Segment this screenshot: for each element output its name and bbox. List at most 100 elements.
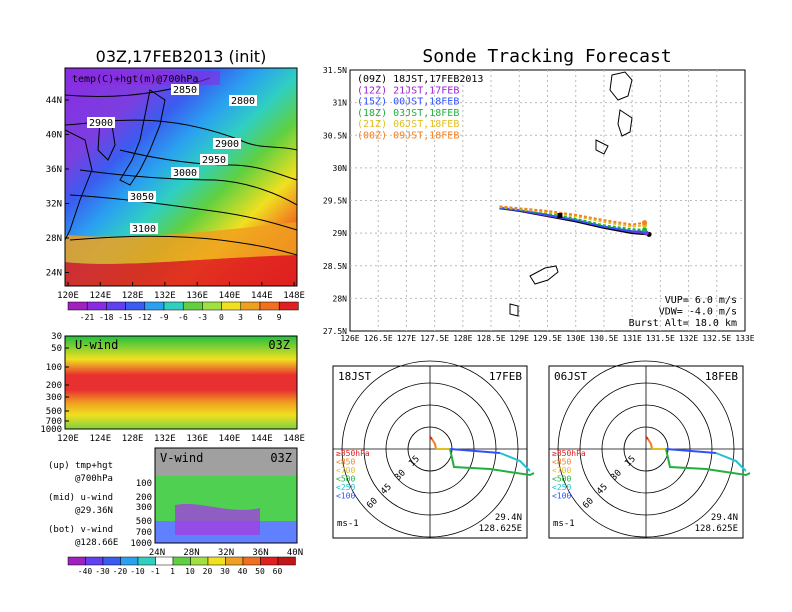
- temp-colorbar-label: 9: [277, 313, 282, 322]
- left-lon-ticks: 120E 124E 128E 132E 136E 140E 144E 148E: [57, 282, 305, 301]
- vwind-pressure-label: 500: [136, 517, 152, 527]
- wind-colorbar-cell: [190, 556, 209, 566]
- pressure-tick-label: 1000: [40, 425, 62, 435]
- lon-tick-label: 140E: [219, 291, 241, 301]
- hodo-level-label: ≥850hPa: [336, 449, 370, 458]
- wind-colorbar-label: 40: [238, 567, 248, 576]
- wind-colorbar-cell: [102, 556, 121, 566]
- track-lon-label: 131E: [623, 334, 642, 343]
- height-contour-3050: [69, 194, 297, 231]
- hodo-lat: 29.4N: [495, 513, 522, 523]
- hodo-level-label: ≥850hPa: [552, 449, 586, 458]
- wind-colorbar-label: 20: [203, 567, 213, 576]
- temp-colorbar-cell: [278, 301, 299, 311]
- pressure-tick-label: 50: [51, 344, 62, 354]
- hodo-level-label: <500: [552, 475, 571, 484]
- track-lon-label: 126E: [340, 334, 359, 343]
- track-line: [499, 206, 645, 228]
- hodo-level-label: <100: [336, 492, 355, 501]
- hodo-date: 18FEB: [705, 370, 738, 383]
- track-lon-label: 132E: [679, 334, 698, 343]
- temp-colorbar-cell: [182, 301, 203, 311]
- contour-label: 2900: [215, 139, 239, 150]
- island-tanegashima: [595, 139, 609, 155]
- island-kyushu-south: [617, 109, 633, 137]
- legend-entry: (18Z) 03JST,18FEB: [357, 108, 459, 119]
- track-line: [499, 206, 645, 231]
- track-lon-ticks: 126E 126.5E 127E 127.5E 128E 128.5E 129E 129.5E…: [340, 334, 754, 343]
- temp-colorbar-label: -6: [178, 313, 188, 322]
- contour-label: 2900: [89, 118, 113, 129]
- lon-tick-label: 132E: [154, 291, 176, 301]
- note-line2: @29.36N: [75, 506, 113, 516]
- vwind-purple-patch: [175, 503, 260, 535]
- track-lat-ticks: 31.5N 31N 30.5N 30N 29.5N 29N 28.5N 28N 27.5N: [323, 66, 347, 336]
- wind-colorbar-label: 30: [220, 567, 230, 576]
- temp-colorbar-cell: [221, 301, 242, 311]
- hodo-level-label: <250: [552, 483, 571, 492]
- contour-label: 3000: [173, 168, 197, 179]
- hodo-lon: 128.625E: [695, 524, 738, 534]
- wind-colorbar-cell: [67, 556, 86, 566]
- temp-colorbar-label: 3: [238, 313, 243, 322]
- temp-colorbar-label: -9: [159, 313, 169, 322]
- lat-tick-label: 36N: [46, 165, 62, 175]
- wind-colorbar-cell: [242, 556, 261, 566]
- map-label: temp(C)+hgt(m)@700hPa: [72, 74, 198, 85]
- wind-colorbar-label: -20: [113, 567, 128, 576]
- island-amami: [529, 265, 559, 285]
- height-contour-2950: [119, 149, 297, 181]
- pressure-tick-label: 100: [46, 363, 62, 373]
- hodo-level-label: <500: [336, 475, 355, 484]
- wind-colorbar-label: -10: [130, 567, 145, 576]
- note-line2: @700hPa: [75, 474, 113, 484]
- vwind-time: 03Z: [270, 451, 292, 465]
- wind-colorbar-cell: [260, 556, 279, 566]
- hodo-trace: [665, 448, 751, 477]
- lon-tick-label: 148E: [283, 291, 305, 301]
- vwind-frame: [154, 447, 298, 544]
- vwind-pressure-label: 700: [136, 528, 152, 538]
- track-param: VDW= -4.0 m/s: [659, 307, 737, 318]
- hodo-unit: ms-1: [337, 519, 359, 529]
- contour-label-group: 2850 2800 2900 2900 2950 3000 3050 3100: [87, 84, 257, 235]
- right-title: Sonde Tracking Forecast: [422, 46, 671, 67]
- lat-tick-label: 24N: [46, 269, 62, 279]
- track-panel: Sonde Tracking Forecast (09Z) 18JST,17FE…: [323, 46, 755, 343]
- vwind-lat-label: 32N: [218, 548, 234, 558]
- temp-colorbar-label: -3: [197, 313, 207, 322]
- yellow-band: [65, 222, 297, 264]
- contour-label-bg: [200, 154, 228, 165]
- contour-label-bg: [171, 167, 199, 178]
- track-line: [499, 205, 645, 226]
- temp-colorbar-cell: [86, 301, 107, 311]
- uwind-time: 03Z: [268, 338, 290, 352]
- vwind-pressure-label: 1000: [130, 539, 152, 549]
- track-lon-label: 130E: [566, 334, 585, 343]
- vwind-field-top: [155, 448, 297, 476]
- vwind-lat-label: 40N: [287, 548, 303, 558]
- contour-label: 2850: [173, 85, 197, 96]
- hodo-ring: [579, 382, 713, 516]
- hodo-ring: [601, 404, 691, 494]
- vwind-title: V-wind: [160, 451, 203, 465]
- vwind-pressure-label: 100: [136, 479, 152, 489]
- legend-entry: (21Z) 06JST,18FEB: [357, 119, 459, 130]
- vwind-pressure-label: 200: [136, 493, 152, 503]
- left-lat-ticks: 44N 40N 36N 32N 28N 24N: [46, 96, 69, 279]
- temp-colorbar-label: -15: [118, 313, 133, 322]
- track-lon-label: 128.5E: [477, 334, 506, 343]
- hodo-trace: [647, 438, 653, 450]
- track-lat-label: 27.5N: [323, 327, 347, 336]
- contour-label-bg: [171, 84, 199, 95]
- track-end-point: [642, 227, 648, 233]
- legend-entry: (15Z) 00JST,18FEB: [357, 97, 459, 108]
- hodo-trace: [431, 438, 437, 450]
- track-param: VUP= 6.0 m/s: [665, 295, 737, 306]
- wind-colorbar-label: -30: [95, 567, 110, 576]
